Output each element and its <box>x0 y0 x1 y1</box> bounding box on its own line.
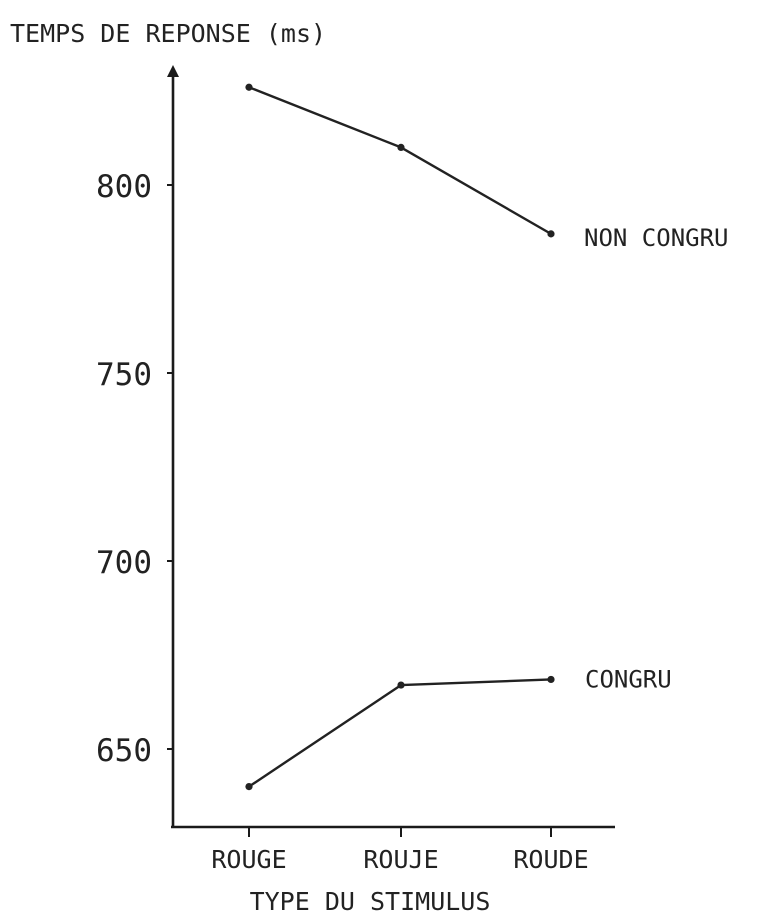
y-axis-title: TEMPS DE REPONSE (ms) <box>10 19 326 48</box>
x-axis-title: TYPE DU STIMULUS <box>250 887 491 916</box>
series-point <box>547 230 555 238</box>
series-line <box>248 86 552 235</box>
y-tick-label: 800 <box>96 169 152 205</box>
series-line <box>248 678 552 788</box>
series-point <box>245 83 253 91</box>
x-tick-label: ROUDE <box>513 845 588 874</box>
x-tick-label: ROUGE <box>211 845 286 874</box>
y-tick-label: 700 <box>96 545 152 581</box>
series-label: NON CONGRU <box>584 224 729 252</box>
x-tick-label: ROUJE <box>363 845 438 874</box>
y-tick-label: 650 <box>96 733 152 769</box>
y-tick-label: 750 <box>96 357 152 393</box>
series-label: CONGRU <box>585 665 672 693</box>
series-point <box>397 681 405 689</box>
series-point <box>245 783 253 791</box>
series-point <box>397 143 405 151</box>
series-point <box>547 675 555 684</box>
y-axis-arrow <box>167 65 179 77</box>
